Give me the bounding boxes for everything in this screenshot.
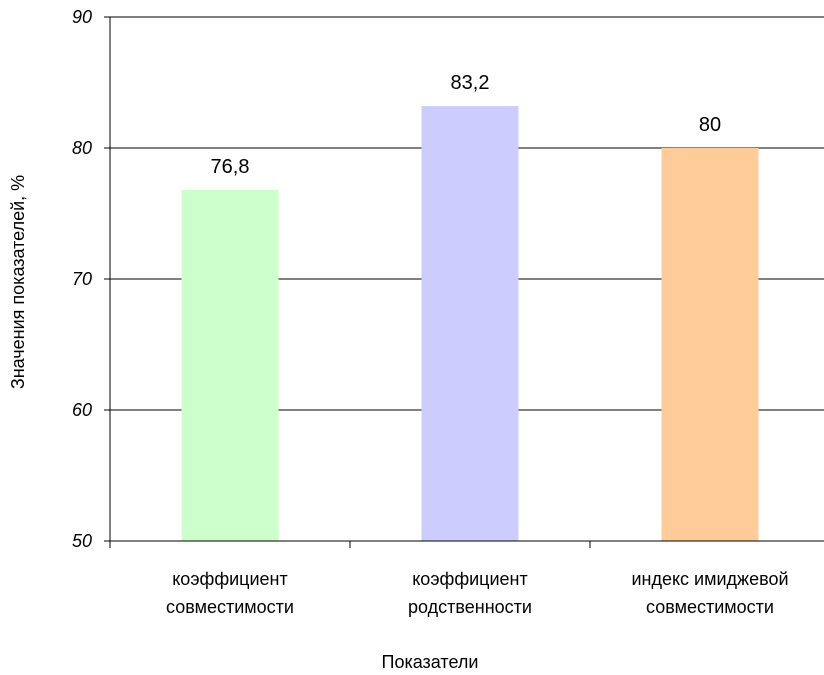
- axes: [109, 17, 824, 548]
- category-label: коэффициент: [412, 569, 528, 589]
- data-label: 80: [699, 114, 721, 136]
- data-label: 83,2: [451, 72, 490, 94]
- category-label: совместимости: [166, 597, 294, 617]
- category-label: совместимости: [646, 597, 774, 617]
- y-tick-label: 70: [72, 269, 92, 289]
- y-axis-title: Значения показателей, %: [8, 175, 28, 389]
- category-label: индекс имиджевой: [631, 569, 788, 589]
- category-labels: коэффициент совместимости коэффициент родст…: [166, 569, 789, 617]
- bar: [661, 148, 759, 541]
- category-label: коэффициент: [172, 569, 288, 589]
- category-label: родственности: [408, 597, 532, 617]
- data-label: 76,8: [211, 156, 250, 178]
- y-tick-labels: 50 60 70 80 90: [72, 7, 92, 551]
- y-tick-label: 80: [72, 138, 92, 158]
- bars: [181, 106, 759, 542]
- x-axis-title: Показатели: [382, 652, 479, 672]
- y-tick-label: 90: [72, 7, 92, 27]
- y-tick-label: 60: [72, 400, 92, 420]
- bar: [421, 106, 519, 541]
- bar: [181, 189, 279, 542]
- data-labels: 76,8 83,2 80: [211, 72, 722, 178]
- y-tick-label: 50: [72, 531, 92, 551]
